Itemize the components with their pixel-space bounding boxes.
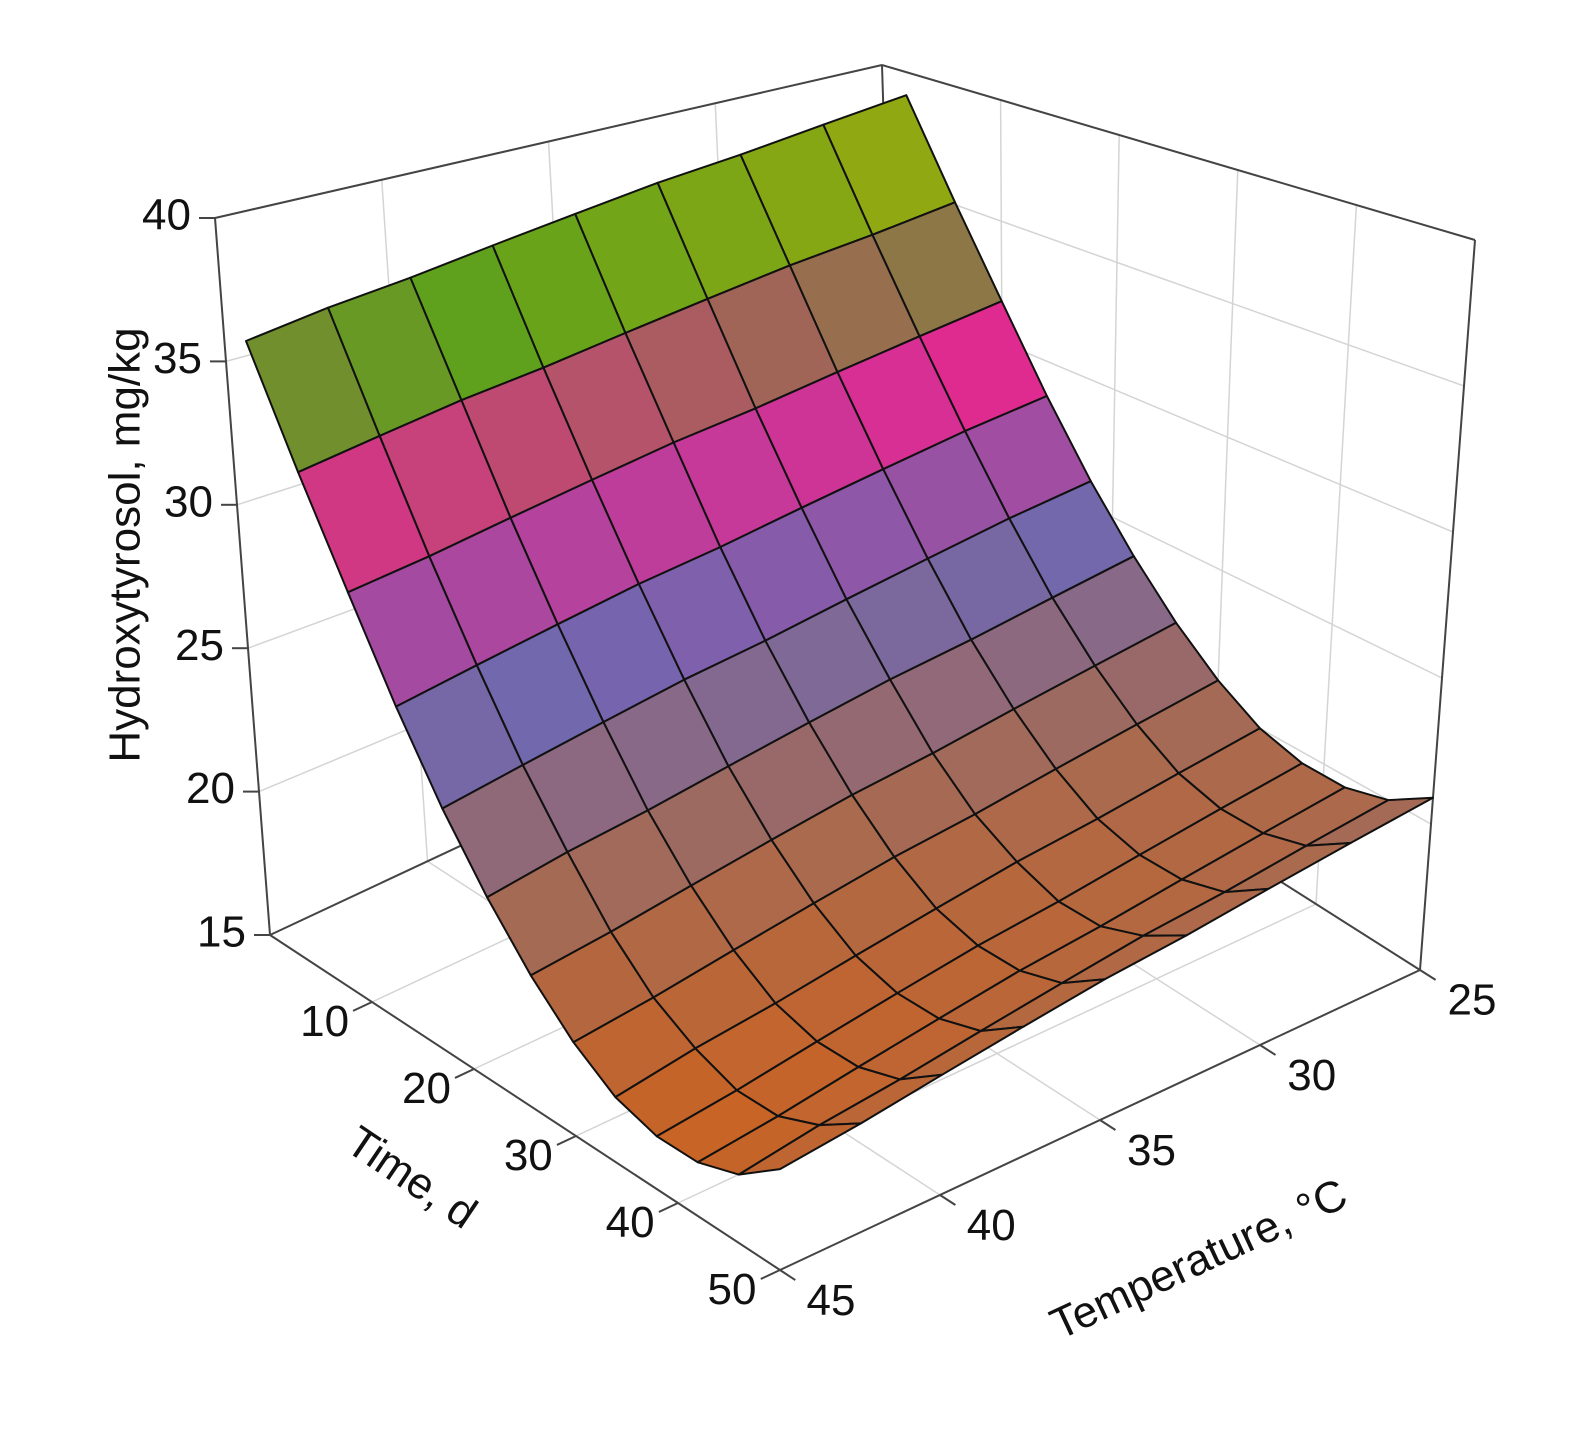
tick <box>1259 1044 1277 1056</box>
tick <box>658 1202 679 1213</box>
y-tick-label: 50 <box>708 1265 757 1314</box>
grid-line <box>885 179 1465 387</box>
y-tick-label: 30 <box>504 1131 553 1180</box>
x-axis-title: Temperature, °C <box>1043 1169 1354 1349</box>
z-tick-label: 30 <box>164 477 213 526</box>
axis-line <box>214 217 271 936</box>
tick <box>1419 969 1437 981</box>
z-tick-label: 25 <box>175 621 224 670</box>
axis-line <box>269 934 781 1271</box>
x-tick-label: 45 <box>807 1276 856 1325</box>
z-tick-label: 40 <box>142 191 191 240</box>
x-tick-label: 35 <box>1127 1126 1176 1175</box>
tick <box>760 1269 781 1280</box>
z-axis-title: Hydroxytyrosol, mg/kg <box>101 327 150 762</box>
tick <box>779 1269 796 1281</box>
tick <box>939 1194 956 1206</box>
y-tick-label: 10 <box>300 997 349 1046</box>
y-tick-label: 40 <box>606 1198 655 1247</box>
z-tick-label: 35 <box>153 334 202 383</box>
tick <box>352 1001 373 1012</box>
tick <box>556 1135 577 1146</box>
x-tick-label: 30 <box>1287 1051 1336 1100</box>
axis-line <box>881 64 1476 241</box>
x-tick-label: 25 <box>1448 976 1497 1025</box>
tick <box>1099 1119 1116 1131</box>
surface-cell <box>737 1122 862 1176</box>
axis-line <box>1419 239 1476 971</box>
tick <box>454 1068 475 1079</box>
y-axis-title: Time, d <box>338 1117 486 1239</box>
x-tick-label: 40 <box>967 1201 1016 1250</box>
axis-line <box>214 64 883 219</box>
side-wall <box>882 65 1475 970</box>
z-tick-label: 15 <box>197 908 246 957</box>
y-tick-label: 20 <box>402 1064 451 1113</box>
z-tick-label: 20 <box>186 764 235 813</box>
